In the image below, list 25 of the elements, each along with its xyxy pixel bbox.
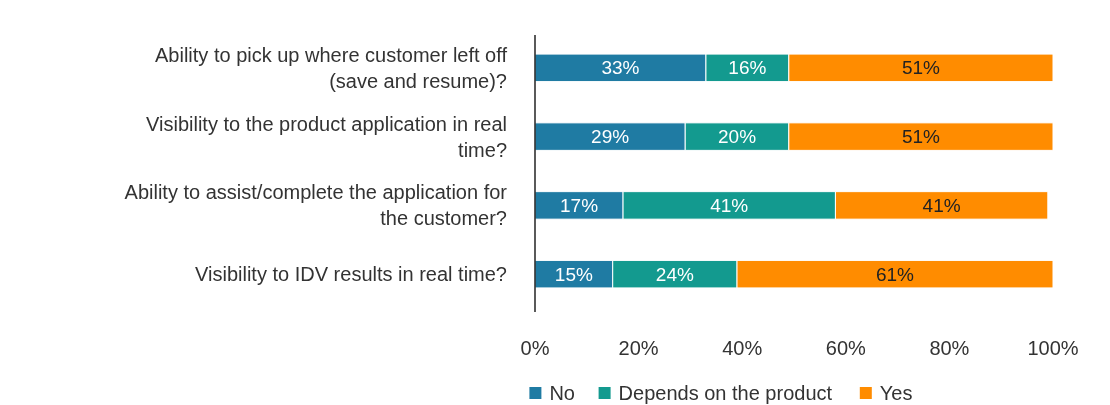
legend-label: Yes: [879, 382, 913, 404]
x-tick-label: 20%: [618, 337, 659, 359]
x-tick-label: 80%: [929, 337, 970, 359]
data-label: 17%: [560, 195, 599, 217]
data-label: 16%: [728, 57, 767, 79]
data-label: 51%: [901, 126, 941, 148]
x-tick-label: 40%: [722, 337, 763, 359]
data-label: 61%: [875, 263, 915, 285]
data-label: 51%: [901, 57, 941, 79]
data-label: 41%: [710, 195, 749, 217]
y-tick-label: Ability to pick up where customer left off (save and resume)?: [154, 43, 508, 92]
y-tick-label: Visibility to the product application in real time?: [146, 112, 507, 161]
legend-label: No: [549, 382, 575, 404]
x-tick-label: 0%: [520, 337, 550, 359]
data-label: 33%: [601, 57, 640, 79]
data-label: 29%: [591, 126, 630, 148]
x-tick-label: 60%: [825, 337, 867, 359]
data-label: 15%: [554, 263, 593, 285]
data-label: 41%: [922, 195, 961, 217]
y-tick-label: Ability to assist/complete the application for the customer?: [124, 181, 508, 230]
y-tick-label: Visibility to IDV results in real time?: [195, 263, 507, 286]
legend-label: Depends on the product: [618, 382, 833, 404]
data-label: 24%: [655, 263, 694, 285]
x-tick-label: 100%: [1027, 337, 1079, 359]
data-label: 20%: [718, 126, 757, 148]
